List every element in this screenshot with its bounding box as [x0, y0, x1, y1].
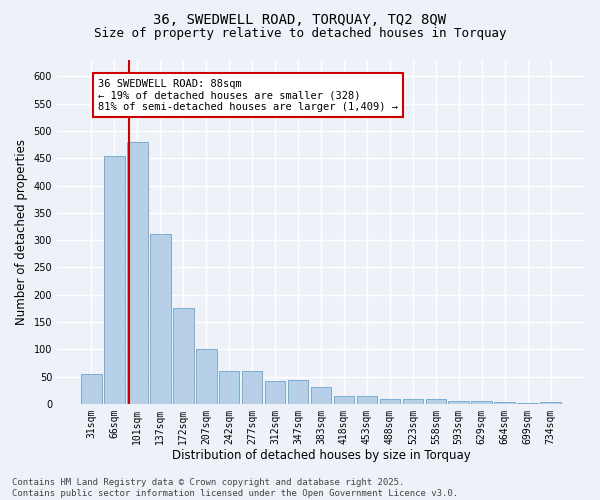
Text: 36 SWEDWELL ROAD: 88sqm
← 19% of detached houses are smaller (328)
81% of semi-d: 36 SWEDWELL ROAD: 88sqm ← 19% of detache…: [98, 78, 398, 112]
Bar: [265, 381, 286, 404]
Bar: [494, 402, 515, 404]
Bar: [196, 350, 217, 404]
Bar: [127, 142, 148, 404]
Bar: [150, 234, 170, 404]
Bar: [356, 396, 377, 404]
Bar: [242, 371, 262, 404]
Bar: [288, 380, 308, 404]
Bar: [403, 399, 423, 404]
Bar: [173, 308, 194, 404]
Bar: [541, 402, 561, 404]
Bar: [425, 399, 446, 404]
Text: 36, SWEDWELL ROAD, TORQUAY, TQ2 8QW: 36, SWEDWELL ROAD, TORQUAY, TQ2 8QW: [154, 12, 446, 26]
X-axis label: Distribution of detached houses by size in Torquay: Distribution of detached houses by size …: [172, 450, 470, 462]
Bar: [311, 388, 331, 404]
Bar: [219, 371, 239, 404]
Bar: [334, 396, 355, 404]
Bar: [104, 156, 125, 404]
Bar: [81, 374, 102, 404]
Text: Contains HM Land Registry data © Crown copyright and database right 2025.
Contai: Contains HM Land Registry data © Crown c…: [12, 478, 458, 498]
Bar: [448, 400, 469, 404]
Y-axis label: Number of detached properties: Number of detached properties: [15, 139, 28, 325]
Bar: [472, 400, 492, 404]
Bar: [380, 399, 400, 404]
Bar: [517, 402, 538, 404]
Text: Size of property relative to detached houses in Torquay: Size of property relative to detached ho…: [94, 28, 506, 40]
